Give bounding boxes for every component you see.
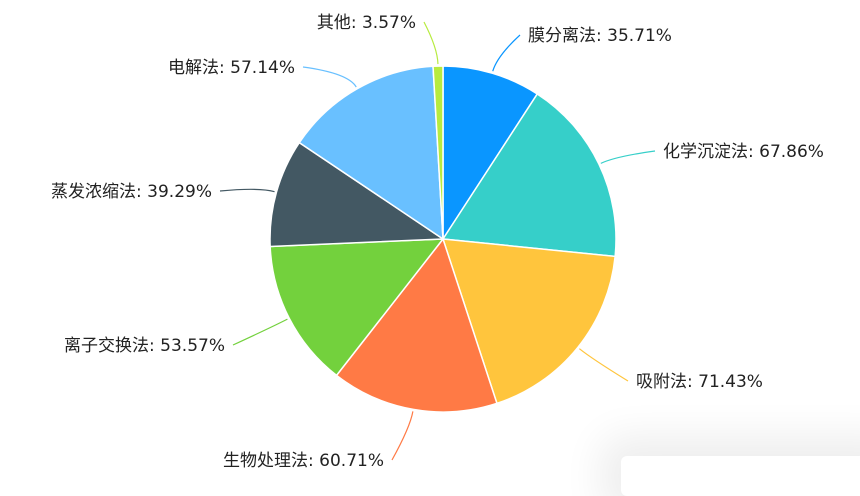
pie-slice[interactable] <box>432 65 444 240</box>
leader-line <box>423 21 439 65</box>
leader-line <box>302 66 357 88</box>
slice-label: 蒸发浓缩法: 39.29% <box>51 182 212 202</box>
pie-slice[interactable] <box>442 65 539 242</box>
leader-line <box>600 150 656 164</box>
slice-label: 膜分离法: 35.71% <box>528 26 672 46</box>
slice-label: 化学沉淀法: 67.86% <box>663 142 824 162</box>
slice-label: 电解法: 57.14% <box>168 58 295 78</box>
leader-line <box>219 188 275 193</box>
pie-slice[interactable] <box>335 237 498 413</box>
leader-line <box>492 34 521 72</box>
pie-chart: 膜分离法: 35.71% 化学沉淀法: 67.86% 吸附法: 71.43% 生物处理… <box>51 13 824 471</box>
slice-label: 其他: 3.57% <box>317 13 416 33</box>
pie-slice[interactable] <box>441 92 617 258</box>
pie-slice[interactable] <box>441 238 616 405</box>
leader-line <box>232 318 288 346</box>
pie-slice[interactable] <box>269 141 446 248</box>
slice-label: 离子交换法: 53.57% <box>64 336 225 356</box>
leader-line <box>578 348 629 382</box>
leader-line <box>391 411 414 461</box>
slice-label: 吸附法: 71.43% <box>636 372 763 392</box>
pie-slice[interactable] <box>298 65 444 241</box>
slice-label: 生物处理法: 60.71% <box>223 451 384 471</box>
floating-panel <box>621 456 860 496</box>
pie-slice[interactable] <box>269 238 445 377</box>
